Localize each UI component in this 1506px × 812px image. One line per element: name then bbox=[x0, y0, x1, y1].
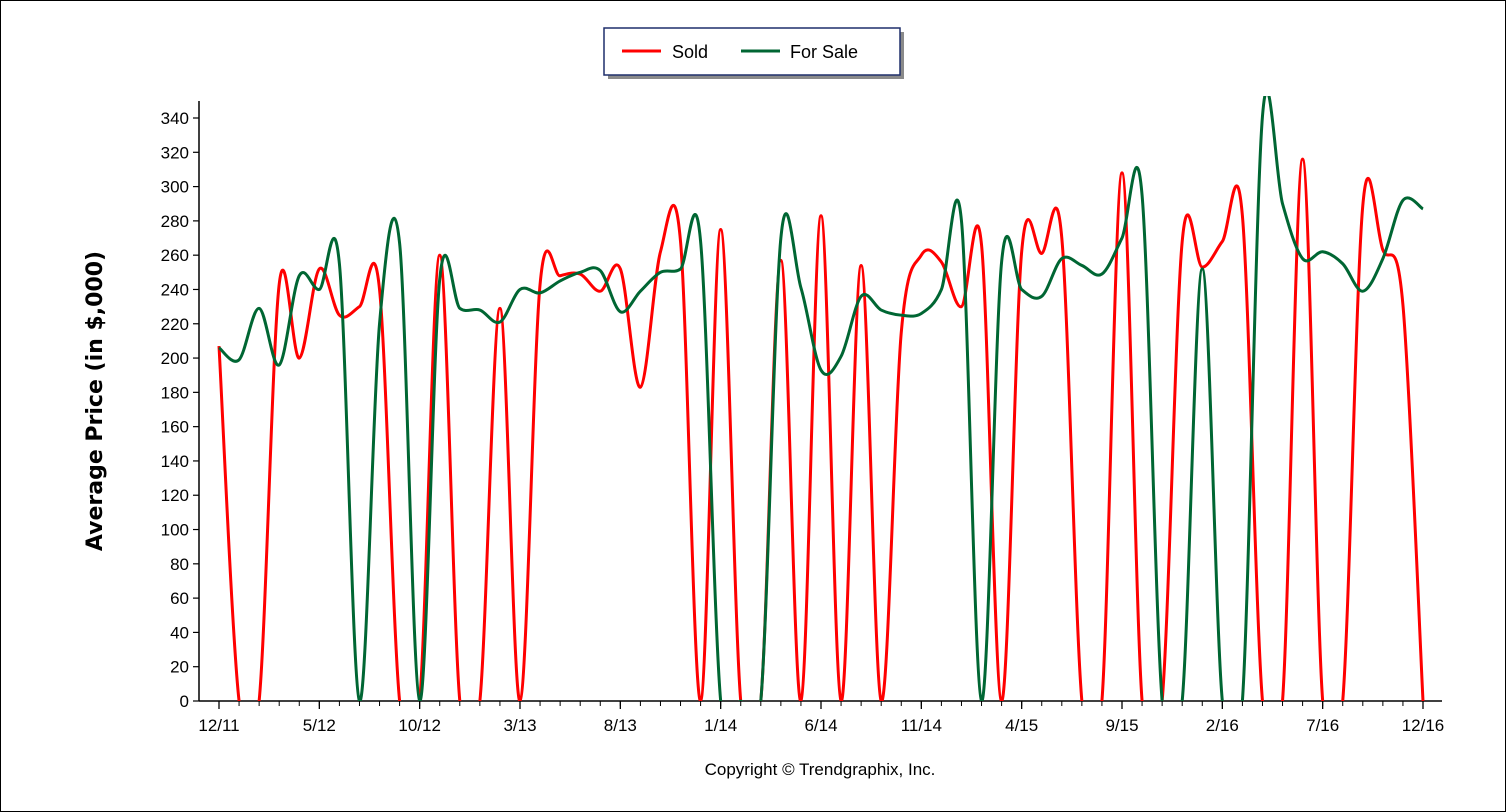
y-tick-label: 120 bbox=[161, 486, 189, 505]
y-tick-label: 80 bbox=[170, 555, 189, 574]
y-axis: 0 20 40 60 80 100 120 140 160 180 200 220 240 260 280 3… bbox=[161, 101, 200, 711]
y-tick-label: 60 bbox=[170, 589, 189, 608]
x-tick-label: 7/16 bbox=[1306, 716, 1339, 735]
y-tick-label: 100 bbox=[161, 521, 189, 540]
y-tick-label: 280 bbox=[161, 212, 189, 231]
y-tick-label: 260 bbox=[161, 246, 189, 265]
series-line-sold bbox=[217, 157, 1425, 701]
x-tick-label: 8/13 bbox=[604, 716, 637, 735]
y-tick-label: 20 bbox=[170, 658, 189, 677]
x-tick-label: 10/12 bbox=[398, 716, 441, 735]
x-tick-label: 11/14 bbox=[901, 716, 942, 735]
y-tick-label: 300 bbox=[161, 178, 189, 197]
y-axis-label: Average Price (in $,000) bbox=[83, 251, 108, 551]
y-tick-label: 140 bbox=[161, 452, 189, 471]
y-tick-label: 340 bbox=[161, 109, 189, 128]
y-tick-label: 200 bbox=[161, 349, 189, 368]
legend-label-for-sale: For Sale bbox=[790, 42, 858, 62]
x-tick-label: 12/16 bbox=[1402, 716, 1445, 735]
legend-label-sold: Sold bbox=[672, 42, 708, 62]
y-tick-label: 0 bbox=[180, 692, 189, 711]
y-tick-label: 220 bbox=[161, 315, 189, 334]
y-tick-label: 240 bbox=[161, 280, 189, 299]
x-tick-label: 4/15 bbox=[1005, 716, 1038, 735]
series-line-for-sale bbox=[218, 96, 1424, 701]
y-tick-label: 180 bbox=[161, 383, 189, 402]
x-axis: 12/11 5/12 10/12 3/13 8/13 1/14 6/14 11/14 4/15 9… bbox=[198, 700, 1445, 735]
x-tick-label: 9/15 bbox=[1105, 716, 1138, 735]
x-tick-label: 3/13 bbox=[503, 716, 536, 735]
y-tick-label: 40 bbox=[170, 623, 189, 642]
y-tick-label: 160 bbox=[161, 418, 189, 437]
x-tick-label: 1/14 bbox=[704, 716, 737, 735]
x-tick-label: 6/14 bbox=[804, 716, 837, 735]
x-tick-label: 2/16 bbox=[1206, 716, 1239, 735]
legend: Sold For Sale bbox=[603, 27, 904, 79]
x-tick-label: 5/12 bbox=[303, 716, 336, 735]
y-tick-label: 320 bbox=[161, 143, 189, 162]
series-group bbox=[217, 96, 1425, 702]
x-tick-label: 12/11 bbox=[198, 716, 239, 735]
copyright-text: Copyright © Trendgraphix, Inc. bbox=[705, 760, 936, 779]
